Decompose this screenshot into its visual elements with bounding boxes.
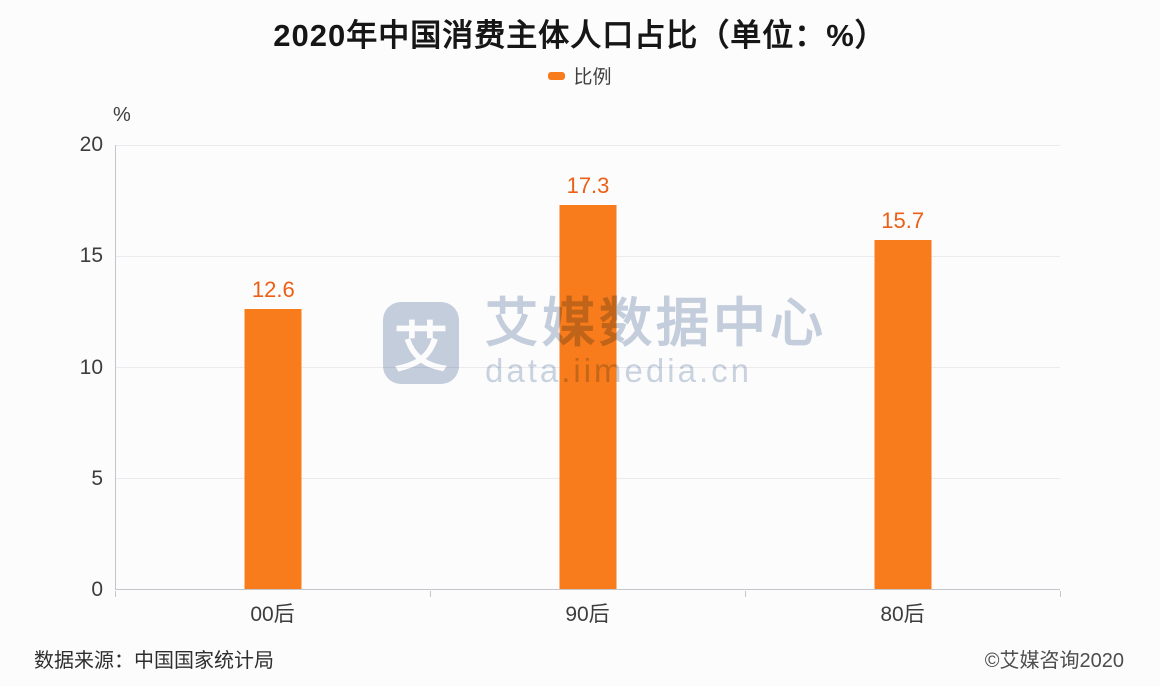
- bar-00后[interactable]: [244, 309, 302, 589]
- bar-slot: 12.6: [116, 145, 431, 589]
- legend-marker-icon: [548, 71, 566, 80]
- y-tick-label: 15: [79, 244, 103, 268]
- y-axis-labels: 0 5 10 15 20: [28, 133, 103, 601]
- x-axis-label-80后: 80后: [880, 603, 925, 626]
- legend-label: 比例: [573, 67, 612, 88]
- bar-series: 12.6 17.3 15.7: [116, 145, 1060, 589]
- bar-slot: 15.7: [745, 145, 1060, 589]
- x-axis-labels: 00后 90后 80后: [115, 598, 1060, 628]
- y-tick-label: 10: [79, 355, 103, 379]
- bar-slot: 17.3: [431, 145, 746, 589]
- bar-value-label: 15.7: [881, 208, 925, 234]
- bar-90后[interactable]: [559, 204, 617, 589]
- x-axis-label-90后: 90后: [565, 603, 610, 626]
- x-axis-ticks: [115, 591, 1061, 597]
- y-tick-label: 20: [79, 133, 103, 156]
- gridline: [116, 145, 1060, 146]
- bar-value-label: 17.3: [566, 172, 610, 198]
- copyright-label: ©艾媒咨询2020: [984, 650, 1124, 672]
- data-source-label: 数据来源：中国国家统计局: [34, 650, 274, 672]
- legend[interactable]: 比例: [0, 62, 1160, 89]
- plot-area: 12.6 17.3 15.7: [115, 145, 1060, 590]
- bar-80后[interactable]: [874, 240, 932, 589]
- x-axis-tick: [115, 591, 116, 597]
- bar-value-label: 12.6: [251, 277, 295, 303]
- x-axis-tick: [744, 591, 746, 597]
- x-axis-label-00后: 00后: [250, 603, 295, 626]
- y-axis-unit: %: [113, 104, 131, 126]
- chart-title: 2020年中国消费主体人口占比（单位：%）: [273, 18, 887, 53]
- y-tick-label: 5: [91, 466, 103, 490]
- x-axis-tick: [1060, 591, 1061, 597]
- x-axis-tick: [429, 591, 431, 597]
- y-tick-label: 0: [91, 578, 103, 601]
